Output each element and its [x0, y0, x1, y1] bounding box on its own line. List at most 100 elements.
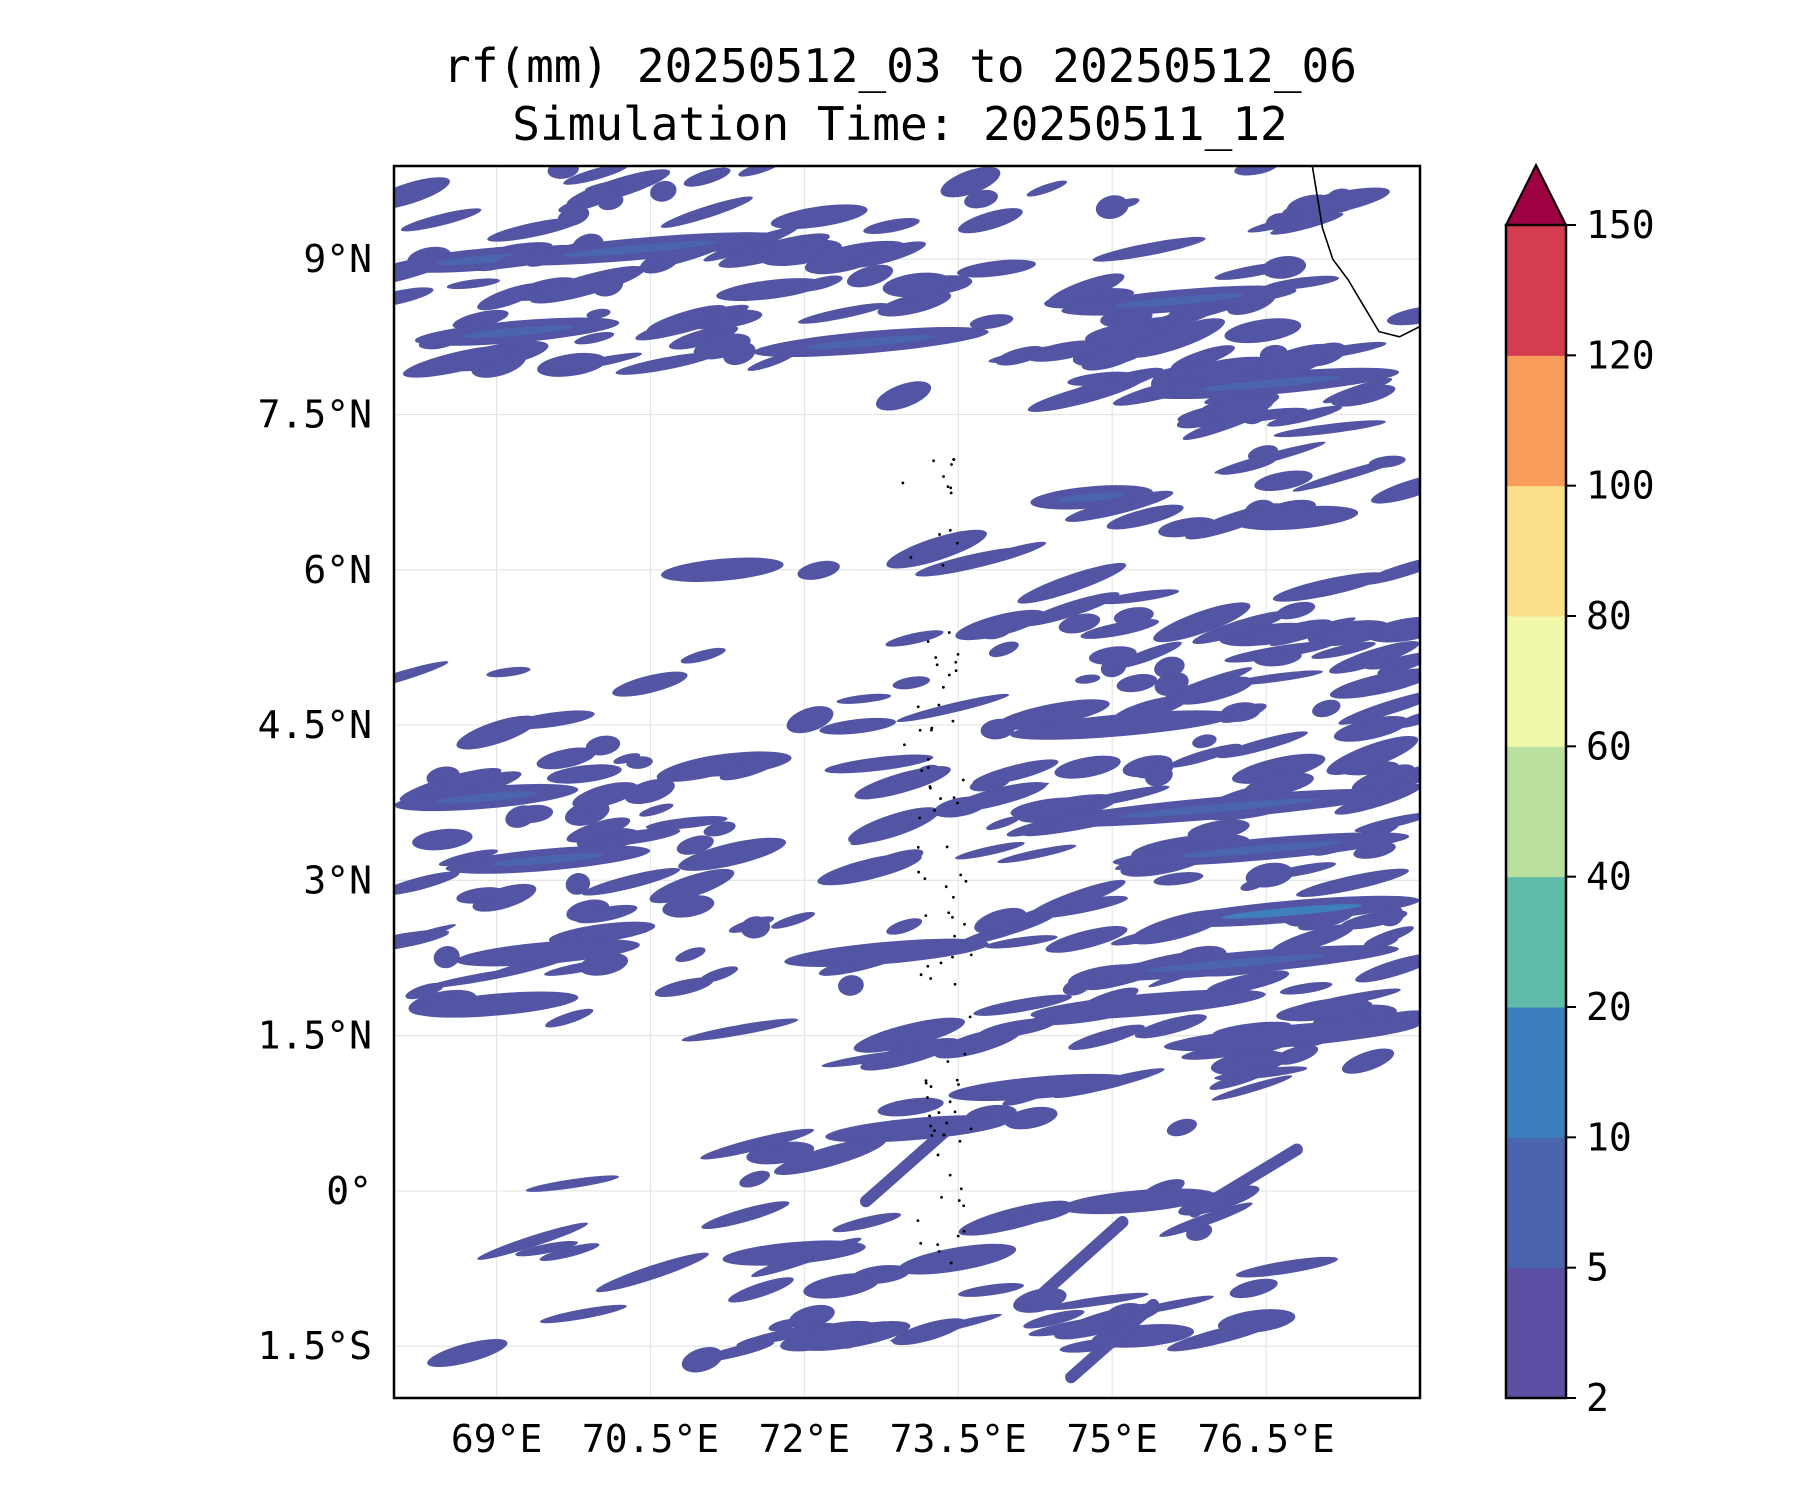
- rain-cell: [1286, 194, 1335, 218]
- atoll-island: [918, 816, 922, 820]
- rain-diagonal-band: [1065, 1298, 1160, 1384]
- rain-cell: [1153, 602, 1251, 643]
- rain-cell: [456, 715, 538, 750]
- rain-cell: [1292, 457, 1405, 492]
- rain-band: [825, 1115, 1010, 1143]
- rain-cell: [1159, 1202, 1253, 1237]
- rain-cell: [719, 757, 781, 781]
- rain-cell: [973, 994, 1072, 1016]
- rain-cell: [574, 332, 615, 345]
- rain-cell: [995, 699, 1110, 730]
- rain-cell: [1099, 589, 1179, 605]
- rain-cell: [1270, 924, 1355, 956]
- atoll-island: [951, 719, 955, 723]
- atoll-island: [936, 1243, 940, 1247]
- rain-cell: [1110, 922, 1205, 946]
- rain-cell: [515, 1240, 578, 1257]
- colorbar-frame: [1504, 223, 1568, 1400]
- rain-cell: [1114, 198, 1140, 209]
- colorbar-tick-label: 60: [1586, 724, 1632, 768]
- rain-band-core: [1145, 954, 1326, 972]
- rain-band-core: [1057, 492, 1126, 503]
- rain-band: [1030, 989, 1266, 1020]
- rain-band: [455, 939, 640, 967]
- rain-cell: [848, 807, 940, 844]
- rain-cell: [1067, 371, 1135, 386]
- rain-cell: [1206, 970, 1290, 995]
- rain-cell: [853, 1017, 965, 1053]
- rain-cell: [1364, 623, 1420, 639]
- rain-cell: [399, 767, 502, 802]
- colorbar-tick-label: 120: [1586, 333, 1655, 377]
- atoll-island: [924, 1081, 928, 1085]
- rain-cell: [1232, 753, 1326, 784]
- rain-cell: [819, 717, 896, 735]
- rain-band-core: [1179, 841, 1343, 858]
- rain-cell: [1325, 188, 1357, 213]
- rain-diagonal-band: [859, 1122, 955, 1208]
- colorbar-tick-label: 150: [1586, 203, 1655, 247]
- rain-cell: [1276, 999, 1373, 1022]
- rain-cell: [615, 352, 716, 375]
- rain-cell: [394, 287, 434, 309]
- rain-band-core: [460, 325, 574, 338]
- rain-cell: [1168, 743, 1242, 768]
- rain-cell: [1172, 676, 1254, 705]
- atoll-island: [935, 663, 939, 667]
- rain-cell: [539, 1304, 627, 1324]
- lon-tick-label: 70.5°E: [582, 1417, 719, 1461]
- rain-cell: [1044, 1292, 1149, 1311]
- rain-cell: [654, 977, 714, 997]
- rain-cell: [797, 275, 843, 292]
- colorbar-tick-label: 40: [1586, 855, 1632, 899]
- atoll-island: [945, 845, 949, 849]
- atoll-island: [955, 1078, 959, 1082]
- colorbar-tick-label: 10: [1586, 1115, 1632, 1159]
- colorbar-tick-label: 2: [1586, 1376, 1609, 1420]
- rain-cell: [886, 918, 923, 935]
- rain-cell: [747, 353, 795, 371]
- rain-cell: [728, 1277, 794, 1303]
- atoll-island: [916, 705, 920, 709]
- rain-cell: [639, 803, 674, 817]
- colorbar-tick-label: 20: [1586, 985, 1632, 1029]
- rain-cell: [1254, 470, 1313, 492]
- rain-band: [1061, 1188, 1215, 1215]
- rain-band-core: [806, 335, 936, 349]
- rain-cell: [612, 671, 688, 697]
- rain-cell: [700, 1128, 814, 1160]
- rain-band: [1163, 1019, 1420, 1052]
- rain-cell: [1363, 926, 1414, 947]
- atoll-island: [962, 1204, 966, 1208]
- rain-cell: [898, 1243, 1017, 1275]
- rain-cell: [394, 929, 450, 953]
- rain-cell: [1068, 1024, 1145, 1051]
- rain-cell: [1106, 504, 1184, 530]
- rain-band: [660, 557, 784, 582]
- rain-cell: [770, 204, 868, 230]
- rain-cell: [394, 177, 450, 210]
- rain-cell: [716, 278, 824, 302]
- atoll-island: [938, 533, 941, 536]
- colorbar-extend-arrow: [1504, 162, 1568, 226]
- rain-cell: [838, 975, 864, 996]
- rain-cell: [955, 841, 1025, 860]
- rain-cell: [803, 1273, 880, 1299]
- atoll-island: [942, 1133, 945, 1137]
- rain-cell: [738, 166, 783, 177]
- rain-cell: [988, 641, 1019, 658]
- rain-cell: [487, 217, 582, 242]
- atoll-island: [954, 669, 958, 673]
- rain-cell: [669, 325, 739, 350]
- rain-cell: [581, 867, 680, 896]
- rain-cell: [957, 259, 1036, 278]
- atoll-island: [939, 797, 942, 800]
- atoll-island: [940, 1195, 943, 1199]
- rain-cell: [595, 1252, 709, 1293]
- rain-cell: [1217, 731, 1308, 759]
- rain-cell: [836, 693, 892, 704]
- rain-cell: [1026, 180, 1068, 197]
- rain-cell: [1017, 562, 1127, 604]
- rain-cell: [1270, 212, 1344, 235]
